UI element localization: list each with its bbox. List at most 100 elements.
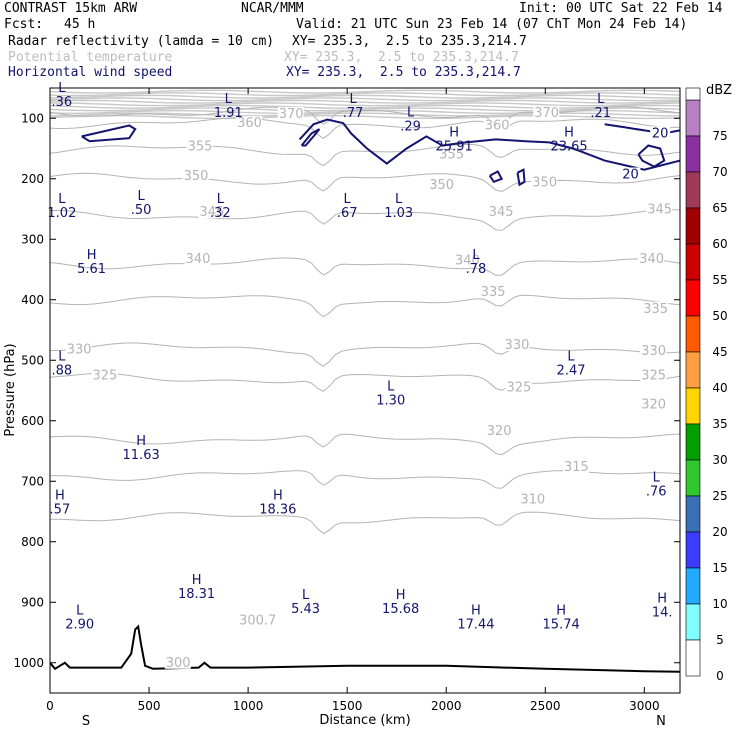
theta-label: 350	[429, 178, 454, 193]
wind-contour-label: 20	[622, 168, 639, 183]
colorbar-swatch	[685, 495, 701, 533]
theta-contour-340	[50, 257, 680, 276]
wind-extremum-value: 1.03	[384, 206, 413, 221]
wind-extremum-kind: H	[396, 588, 406, 603]
colorbar: 0 5 10 15 20 25 30 35 40 45 50 55 60 65 70 75	[685, 87, 728, 683]
wind-contour-20	[516, 168, 526, 187]
wind-extremum-kind: H	[55, 488, 65, 503]
colorbar-swatch	[685, 99, 701, 137]
wind-extremum-kind: L	[225, 92, 233, 107]
model-title: CONTRAST 15km ARW	[4, 1, 138, 16]
theta-label: 355	[188, 140, 213, 155]
theta-label: 345	[647, 203, 672, 218]
wind-extremum-kind: H	[449, 125, 459, 140]
colorbar-swatch	[685, 207, 701, 245]
colorbar-swatch	[685, 387, 701, 425]
wind-extremum-kind: L	[76, 603, 84, 618]
wind-extremum-kind: L	[387, 380, 395, 395]
y-tick-label: 100	[21, 111, 44, 125]
colorbar-tick: 55	[712, 273, 727, 287]
theta-label-bg	[485, 424, 512, 438]
colorbar-swatch	[685, 603, 701, 641]
theta-label: 310	[520, 492, 545, 507]
wind-contour-label-bg	[650, 126, 671, 140]
colorbar-swatch	[685, 135, 701, 173]
theta-label-bg	[238, 613, 281, 627]
theta-label-bg	[91, 368, 118, 382]
theta-label-bg	[182, 168, 209, 182]
theta-label-bg	[646, 202, 673, 216]
x-tick-label: 3000	[629, 699, 660, 713]
wind-extremum-value: .77	[343, 106, 364, 121]
theta-label: 325	[92, 368, 117, 383]
theta-label: 370	[534, 106, 559, 121]
y-tick-label: 800	[21, 535, 44, 549]
wind-extremum-kind: L	[472, 248, 480, 263]
theta-label: 335	[643, 302, 668, 317]
wind-extremum-value: .57	[50, 502, 71, 517]
wind-extremum-kind: L	[567, 349, 575, 364]
wind-extremum-value: .32	[210, 206, 231, 221]
x-tick-label: 0	[46, 699, 54, 713]
colorbar-tick: 30	[712, 453, 727, 467]
wind-extremum-value: 5.43	[291, 602, 320, 617]
y-tick-label: 500	[21, 353, 44, 367]
x-tick-label: 1500	[332, 699, 363, 713]
theta-contour-320	[50, 433, 680, 456]
wind-extremum-kind: L	[58, 81, 66, 96]
y-axis-label: Pressure (hPa)	[3, 343, 18, 436]
wind-extremum-kind: L	[302, 588, 310, 603]
wind-extremum-value: 1.91	[214, 106, 243, 121]
field-theta-name: Potential temperature	[8, 50, 173, 65]
theta-label-bg	[236, 116, 263, 130]
colorbar-tick: 60	[712, 237, 727, 251]
field-reflectivity-xy: XY= 235.3, 2.5 to 235.3,214.7	[292, 34, 527, 49]
theta-contours	[50, 106, 680, 535]
colorbar-swatch	[685, 459, 701, 497]
wind-extremum-value: 15.74	[543, 617, 580, 632]
colorbar-tick: 35	[712, 417, 727, 431]
theta-label-bg	[533, 105, 560, 119]
theta-label: 335	[481, 285, 506, 300]
wind-contour-20	[637, 144, 666, 168]
upper-theta-line	[50, 107, 680, 112]
theta-label-bg	[198, 205, 225, 219]
wind-extremum-kind: L	[344, 192, 352, 207]
theta-label: 350	[532, 175, 557, 190]
wind-extremum-value: .78	[466, 262, 487, 277]
wind-extremum-value: 5.61	[77, 262, 106, 277]
colorbar-tick: 10	[712, 597, 727, 611]
theta-label: 340	[186, 252, 211, 267]
theta-label-bg	[640, 368, 667, 382]
upper-theta-line	[50, 89, 680, 94]
wind-extremum-value: .76	[646, 484, 667, 499]
wind-extremum-kind: H	[136, 434, 146, 449]
colorbar-tick: 65	[712, 201, 727, 215]
colorbar-tick: 50	[712, 309, 727, 323]
wind-extremum-value: .29	[400, 119, 421, 134]
wind-contour-20	[81, 124, 137, 143]
theta-label-bg	[531, 175, 558, 189]
theta-label-bg	[438, 147, 465, 161]
wind-extremum-value: 25.91	[436, 139, 473, 154]
upper-theta-line	[50, 99, 680, 104]
wind-extremum-value: 1.02	[47, 206, 76, 221]
upper-theta-line	[50, 114, 680, 120]
theta-label-bg	[640, 344, 667, 358]
theta-label-bg	[479, 284, 506, 298]
colorbar-swatch	[685, 423, 701, 461]
wind-extremum-value: .36	[52, 95, 73, 110]
colorbar-tick: 25	[712, 489, 727, 503]
theta-label: 330	[67, 342, 92, 357]
theta-contour-360	[50, 117, 680, 140]
theta-label-bg	[65, 342, 92, 356]
wind-extremum-value: .50	[131, 203, 152, 218]
y-tick-label: 900	[21, 595, 44, 609]
theta-label-bg	[186, 139, 213, 153]
theta-label: 330	[641, 344, 666, 359]
theta-contour-335	[50, 294, 680, 318]
theta-label-bg	[164, 655, 191, 669]
upper-theta-line	[50, 94, 680, 99]
theta-label-bg	[184, 252, 211, 266]
